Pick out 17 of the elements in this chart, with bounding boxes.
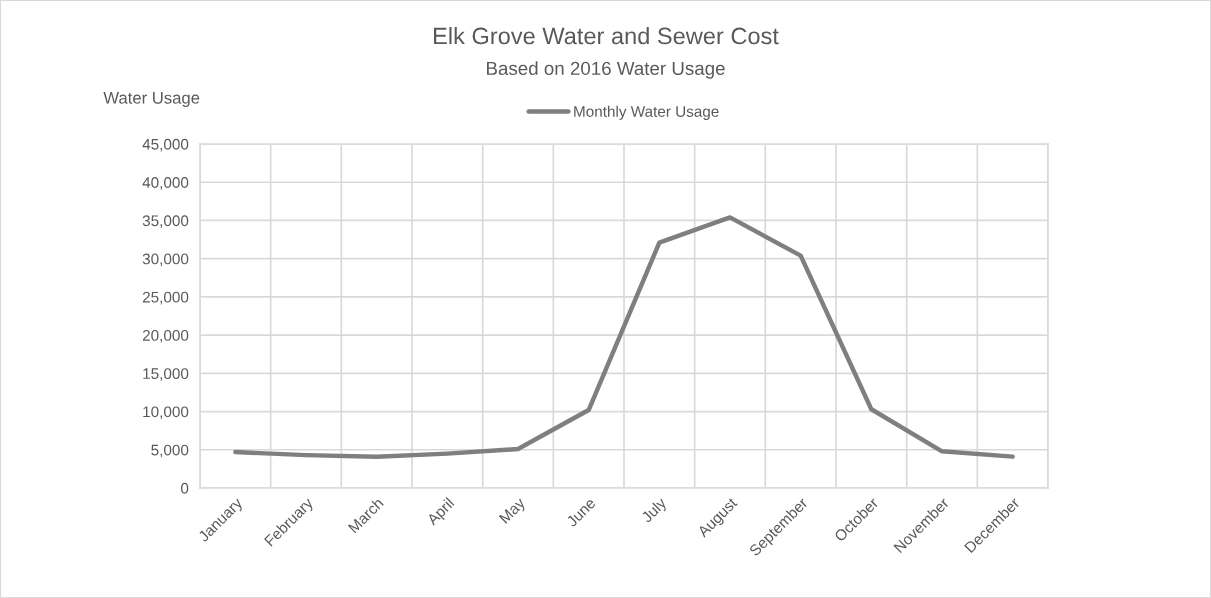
- y-tick-label: 35,000: [142, 215, 189, 228]
- x-tick-label: July: [640, 496, 670, 526]
- y-tick-label: 40,000: [142, 177, 189, 190]
- y-tick-label: 0: [180, 482, 189, 494]
- line-series: [233, 215, 1015, 459]
- y-tick-label: 25,000: [142, 291, 189, 305]
- chart-title: Elk Grove Water and Sewer Cost: [434, 27, 779, 45]
- y-tick-label: 30,000: [142, 253, 189, 267]
- y-tick-label: 45,000: [142, 138, 189, 152]
- y-tick-label: 10,000: [143, 406, 189, 420]
- y-tick-label: 15,000: [143, 368, 189, 381]
- chart-subtitle: Based on 2016 Water Usage: [487, 61, 725, 79]
- x-tick-label: May: [498, 496, 529, 526]
- y-tick-label: 5,000: [151, 444, 189, 458]
- legend-label: Monthly Water Usage: [574, 105, 719, 120]
- y-tick-label: 20,000: [142, 329, 189, 343]
- y-axis-title: Water Usage: [103, 92, 200, 108]
